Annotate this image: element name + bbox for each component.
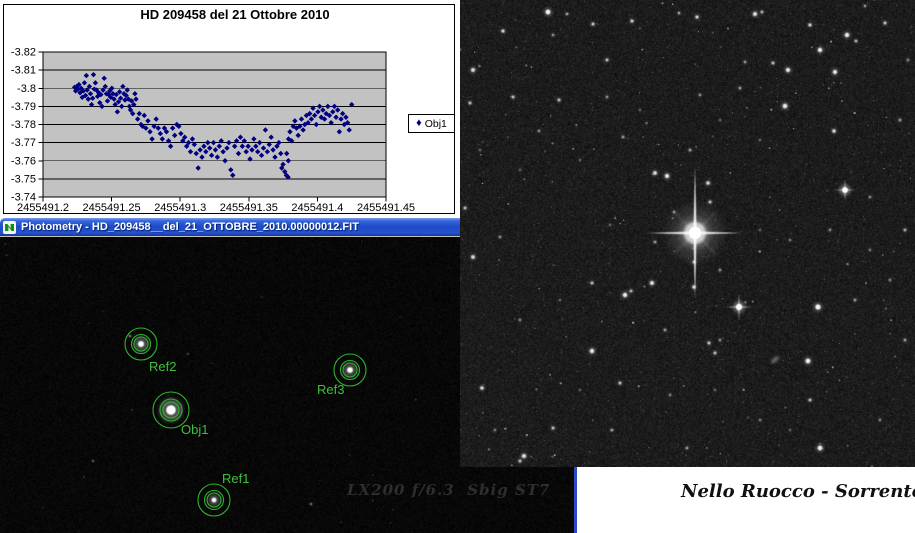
svg-text:2455491.2: 2455491.2 — [17, 202, 69, 214]
photometry-window-icon[interactable] — [3, 220, 16, 234]
svg-text:-3.78: -3.78 — [11, 119, 36, 131]
svg-text:-3.82: -3.82 — [11, 47, 36, 59]
photometry-titlebar[interactable]: Photometry - HD_209458__del_21_OTTOBRE_2… — [0, 218, 577, 236]
svg-text:2455491.4: 2455491.4 — [291, 202, 343, 214]
svg-text:Obj1: Obj1 — [181, 422, 208, 437]
starfield-image — [460, 0, 915, 467]
photometry-target-obj1[interactable]: Obj1 — [152, 391, 208, 437]
photometry-target-ref3[interactable]: Ref3 — [317, 353, 367, 397]
signature-area: Nello Ruocco - Sorrento (Na) — [577, 467, 915, 533]
svg-text:Ref1: Ref1 — [222, 471, 249, 486]
starfield-stars — [460, 2, 912, 467]
svg-text:-3.76: -3.76 — [11, 155, 36, 167]
legend-series-label: Obj1 — [424, 117, 447, 130]
svg-text:2455491.25: 2455491.25 — [83, 202, 141, 214]
svg-text:-3.75: -3.75 — [11, 173, 36, 185]
chart-plot-area: -3.82 -3.81 -3.8 -3.79 -3.78 -3.77 -3.76 -3.75 -… — [11, 47, 415, 215]
svg-text:2455491.45: 2455491.45 — [357, 202, 415, 214]
svg-text:2455491.35: 2455491.35 — [220, 202, 278, 214]
chart-title: HD 209458 del 21 Ottobre 2010 — [140, 7, 330, 22]
svg-text:2455491.3: 2455491.3 — [154, 202, 206, 214]
photometry-annotations: Obj1 Ref2 Ref3 Ref1 — [4, 237, 521, 533]
bright-star-hd209458 — [648, 167, 742, 299]
lightcurve-chart: HD 209458 del 21 Ottobre 2010 -3.82 -3.81… — [0, 0, 460, 218]
svg-text:-3.79: -3.79 — [11, 101, 36, 113]
photometry-target-ref2[interactable]: Ref2 — [124, 327, 176, 374]
svg-text:-3.81: -3.81 — [11, 65, 36, 77]
photometry-window-title: Photometry - HD_209458__del_21_OTTOBRE_2… — [21, 221, 359, 233]
green-n-glyph-icon — [5, 223, 14, 231]
chart-legend: ♦ Obj1 — [408, 114, 455, 133]
svg-text:-3.74: -3.74 — [11, 192, 36, 204]
observer-signature: Nello Ruocco - Sorrento (Na) — [681, 481, 915, 502]
photometry-target-ref1[interactable]: Ref1 — [197, 471, 249, 517]
svg-text:Ref3: Ref3 — [317, 382, 344, 397]
legend-diamond-marker-icon: ♦ — [416, 117, 422, 129]
svg-text:-3.77: -3.77 — [11, 137, 36, 149]
equipment-watermark: LX200 f/6.3 Sbig ST7 — [347, 481, 551, 499]
svg-text:-3.8: -3.8 — [17, 83, 36, 95]
svg-text:Ref2: Ref2 — [149, 359, 176, 374]
